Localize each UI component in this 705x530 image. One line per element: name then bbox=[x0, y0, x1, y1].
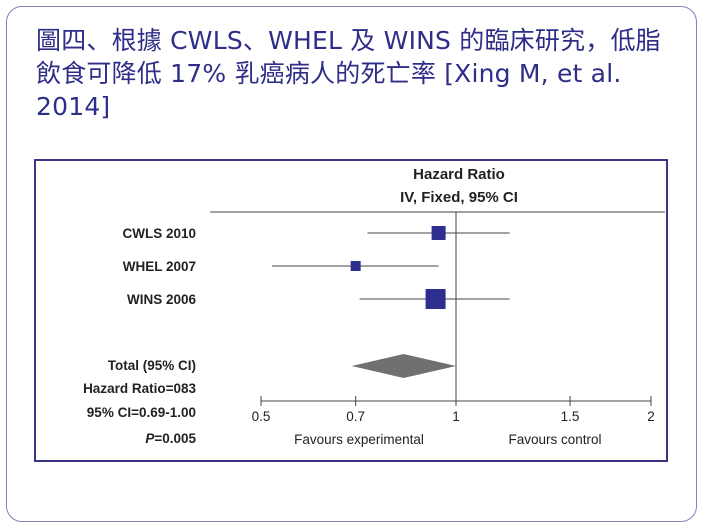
header-hazard-ratio: Hazard Ratio bbox=[413, 166, 505, 183]
p-label: P bbox=[145, 431, 155, 446]
study-hr-marker bbox=[431, 226, 446, 240]
study-label: WINS 2006 bbox=[127, 292, 197, 307]
total-label: Total (95% CI) bbox=[108, 358, 196, 373]
summary-hazard-ratio: Hazard Ratio=083 bbox=[83, 381, 196, 396]
figure-caption: 圖四、根據 CWLS、WHEL 及 WINS 的臨床研究，低脂飲食可降低 17%… bbox=[36, 26, 661, 121]
x-axis-tick-label: 1.5 bbox=[561, 409, 580, 424]
favours-control-label: Favours control bbox=[508, 432, 601, 447]
favours-experimental-label: Favours experimental bbox=[294, 432, 424, 447]
x-axis-tick-label: 1 bbox=[452, 409, 460, 424]
study-label: WHEL 2007 bbox=[123, 259, 196, 274]
pooled-diamond bbox=[351, 354, 456, 378]
study-hr-marker bbox=[350, 261, 361, 271]
x-axis-tick-label: 0.7 bbox=[346, 409, 365, 424]
study-hr-marker bbox=[425, 289, 446, 309]
header-method: IV, Fixed, 95% CI bbox=[400, 189, 518, 206]
forest-plot: Hazard Ratio IV, Fixed, 95% CI Total (95… bbox=[83, 166, 665, 447]
summary-ci: 95% CI=0.69-1.00 bbox=[87, 405, 196, 420]
summary-p-value: P=0.005 bbox=[145, 431, 196, 446]
study-label: CWLS 2010 bbox=[122, 226, 196, 241]
plot-layer: CWLS 2010 WHEL 2007 WINS 2006 0.5 0.7 1 1.5 2 bbox=[122, 212, 655, 424]
forest-plot-panel: Hazard Ratio IV, Fixed, 95% CI Total (95… bbox=[34, 159, 668, 462]
p-value: =0.005 bbox=[154, 431, 196, 446]
x-axis-tick-label: 0.5 bbox=[252, 409, 271, 424]
x-axis-tick-label: 2 bbox=[647, 409, 655, 424]
